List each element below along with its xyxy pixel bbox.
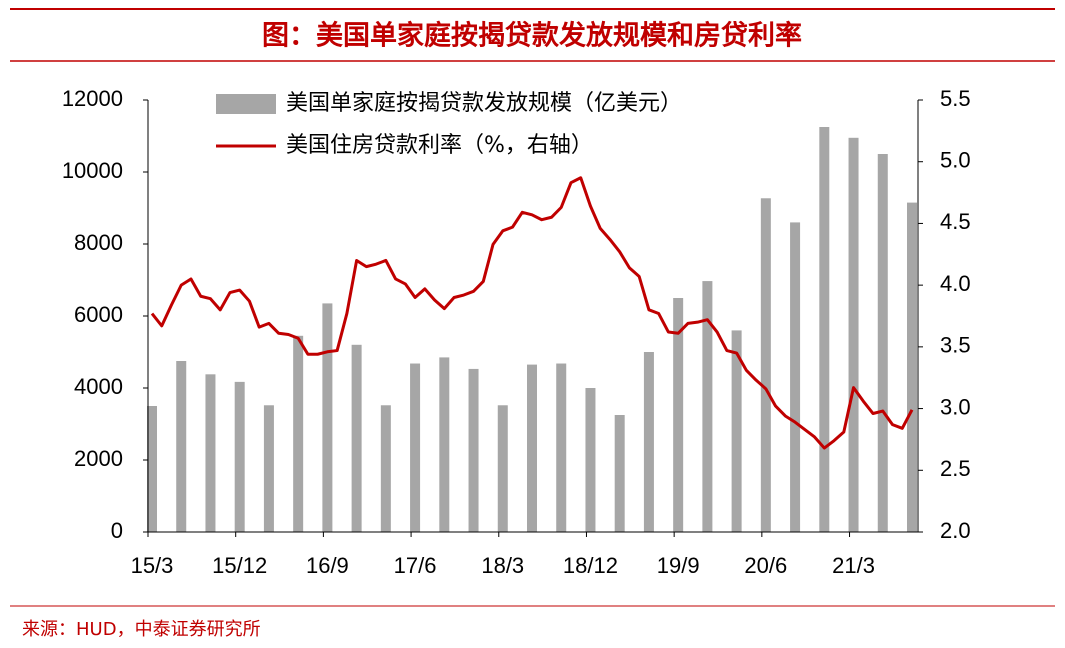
bar bbox=[673, 298, 684, 532]
bar bbox=[176, 361, 187, 532]
bar bbox=[819, 127, 830, 532]
bar bbox=[351, 344, 362, 532]
y2-tick-label: 5.0 bbox=[940, 148, 971, 173]
bar bbox=[614, 415, 625, 532]
bar bbox=[848, 137, 859, 533]
chart-title: 图：美国单家庭按揭贷款发放规模和房贷利率 bbox=[262, 20, 802, 52]
line bbox=[150, 176, 914, 450]
x-tick-label: 16/9 bbox=[306, 553, 349, 578]
bar bbox=[877, 154, 888, 532]
bar bbox=[497, 405, 508, 532]
bar bbox=[527, 364, 537, 532]
y2-tick-label: 2.0 bbox=[940, 518, 971, 543]
x-tick-label: 18/3 bbox=[481, 553, 524, 578]
x-tick-label: 20/6 bbox=[744, 553, 787, 578]
x-tick-label: 19/9 bbox=[657, 553, 700, 578]
bar bbox=[643, 352, 654, 532]
source: 来源：HUD，中泰证券研究所 bbox=[22, 619, 261, 640]
y-tick-label: 2000 bbox=[74, 446, 123, 471]
y-tick-label: 12000 bbox=[62, 86, 123, 111]
bar bbox=[907, 202, 917, 532]
bar bbox=[410, 363, 421, 532]
x-tick-label: 17/6 bbox=[394, 553, 437, 578]
y-tick-label: 0 bbox=[111, 518, 123, 543]
x-tick-label: 15/12 bbox=[212, 553, 267, 578]
y2-tick-label: 4.5 bbox=[940, 209, 971, 234]
x-tick-label: 18/12 bbox=[563, 553, 618, 578]
bar bbox=[205, 374, 216, 532]
x-tick-label: 15/3 bbox=[131, 553, 174, 578]
bar bbox=[293, 335, 304, 532]
y-tick-label: 6000 bbox=[74, 302, 123, 327]
bar bbox=[556, 363, 567, 532]
y2-tick-label: 3.5 bbox=[940, 333, 971, 358]
bar bbox=[468, 368, 479, 532]
bar bbox=[585, 388, 596, 532]
y-tick-label: 10000 bbox=[62, 158, 123, 183]
bar bbox=[731, 330, 742, 532]
legend-swatch bbox=[216, 94, 276, 114]
bar bbox=[702, 281, 713, 532]
legend-label: 美国单家庭按揭贷款发放规模（亿美元） bbox=[286, 91, 682, 116]
bar bbox=[147, 406, 157, 532]
bar bbox=[322, 303, 333, 532]
y2-tick-label: 2.5 bbox=[940, 456, 971, 481]
x-tick-label: 21/3 bbox=[832, 553, 875, 578]
y2-tick-label: 5.5 bbox=[940, 86, 971, 111]
bar bbox=[760, 198, 771, 532]
y-tick-label: 4000 bbox=[74, 374, 123, 399]
y2-tick-label: 4.0 bbox=[940, 271, 971, 296]
bar bbox=[380, 405, 391, 532]
legend-label: 美国住房贷款利率（%，右轴） bbox=[286, 133, 593, 158]
bar bbox=[234, 381, 245, 532]
bar bbox=[790, 222, 801, 532]
bar bbox=[439, 357, 450, 532]
y2-tick-label: 3.0 bbox=[940, 394, 971, 419]
y-tick-label: 8000 bbox=[74, 230, 123, 255]
bar bbox=[263, 405, 274, 532]
